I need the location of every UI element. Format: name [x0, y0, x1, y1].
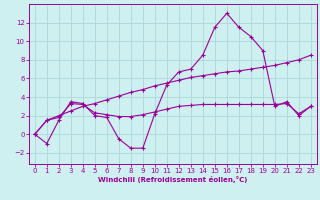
X-axis label: Windchill (Refroidissement éolien,°C): Windchill (Refroidissement éolien,°C): [98, 176, 247, 183]
